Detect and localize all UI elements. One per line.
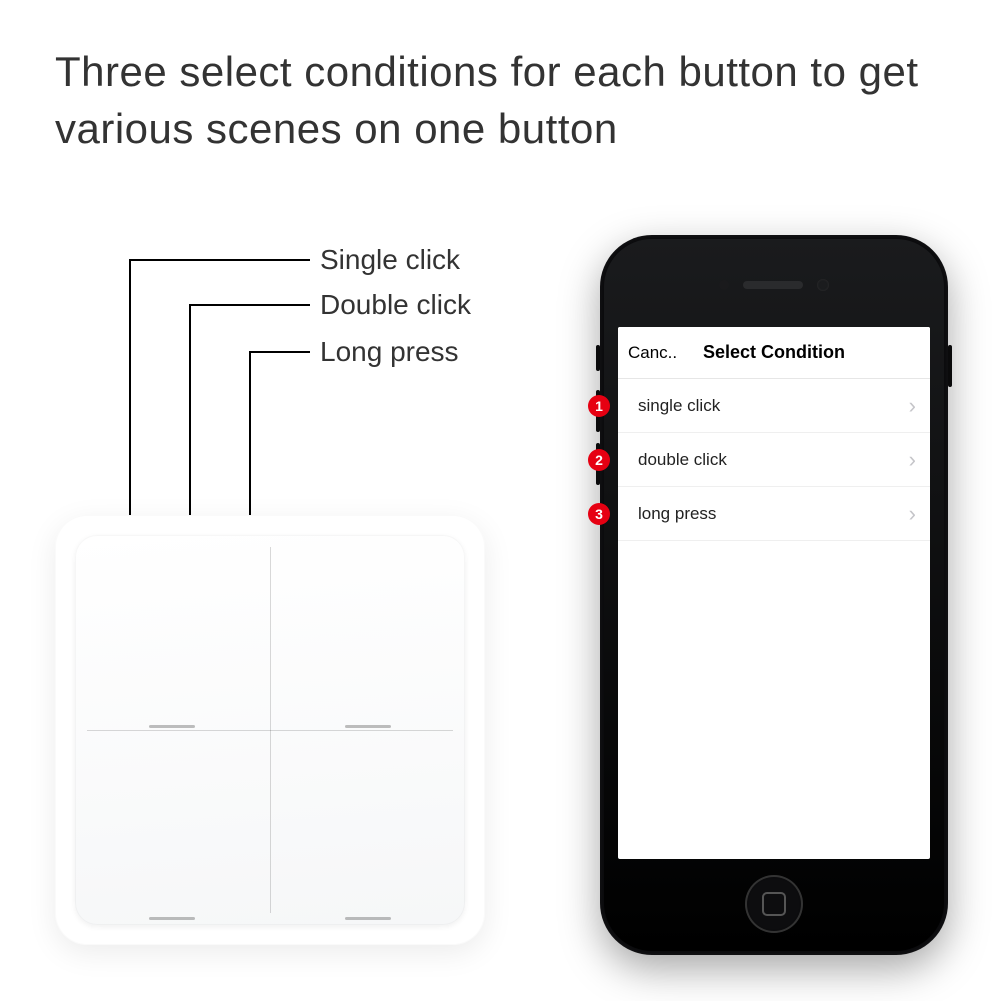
row-label: long press (638, 504, 909, 524)
condition-row-long[interactable]: long press › (618, 487, 930, 541)
phone-mute-switch (596, 345, 600, 371)
phone-top-sensors (600, 265, 948, 305)
phone-mockup: Canc.. Select Condition single click › d… (600, 235, 948, 955)
chevron-right-icon: › (909, 447, 916, 473)
badge-1: 1 (588, 395, 610, 417)
row-label: single click (638, 396, 909, 416)
switch-led-tl (149, 725, 195, 728)
row-label: double click (638, 450, 909, 470)
badge-2: 2 (588, 449, 610, 471)
switch-led-tr (345, 725, 391, 728)
chevron-right-icon: › (909, 501, 916, 527)
chevron-right-icon: › (909, 393, 916, 419)
switch-led-bl (149, 917, 195, 920)
callout-label-single: Single click (320, 244, 460, 276)
phone-screen: Canc.. Select Condition single click › d… (618, 327, 930, 859)
cancel-button[interactable]: Canc.. (618, 343, 684, 363)
badge-3: 3 (588, 503, 610, 525)
callout-label-long: Long press (320, 336, 459, 368)
navbar: Canc.. Select Condition (618, 327, 930, 379)
headline-text: Three select conditions for each button … (55, 44, 945, 157)
phone-power-button (948, 345, 952, 387)
phone-earpiece (743, 281, 803, 289)
condition-row-single[interactable]: single click › (618, 379, 930, 433)
switch-led-br (345, 917, 391, 920)
callout-label-double: Double click (320, 289, 471, 321)
home-button (745, 875, 803, 933)
phone-front-camera (817, 279, 829, 291)
condition-row-double[interactable]: double click › (618, 433, 930, 487)
switch-buttons (75, 535, 465, 925)
phone-sensor (719, 280, 729, 290)
switch-divider-horizontal (87, 730, 453, 731)
page-title: Select Condition (684, 342, 864, 363)
wall-switch (55, 515, 485, 945)
